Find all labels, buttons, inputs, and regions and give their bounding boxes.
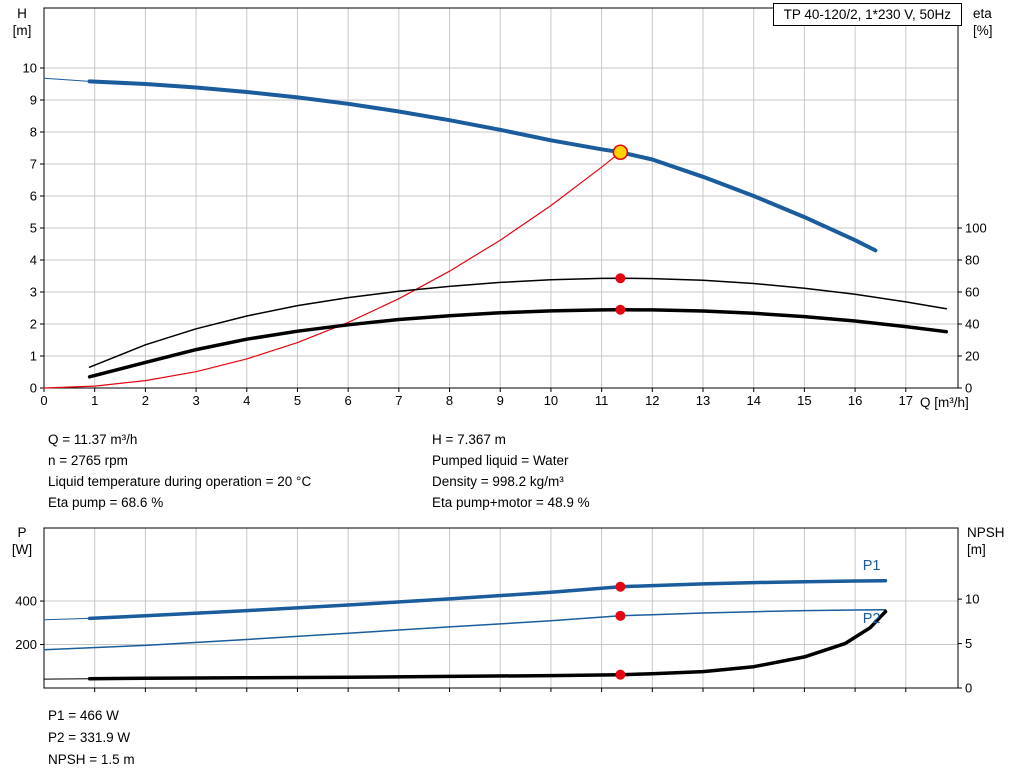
npsh-axis-label: NPSH [m]	[967, 525, 1005, 557]
eta-pump-motor-operating-dot	[615, 304, 626, 315]
operating-point-info-right: H = 7.367 m Pumped liquid = Water Densit…	[432, 429, 590, 513]
pump-model-title: TP 40-120/2, 1*230 V, 50Hz	[772, 3, 962, 26]
tick-label: 5	[965, 636, 972, 651]
tick-label: 200	[15, 637, 37, 652]
tick-label: 9	[497, 393, 504, 408]
tick-label: 0	[965, 681, 972, 696]
hq-curve	[87, 79, 878, 253]
tick-label: 1	[30, 349, 37, 364]
tick-label: 10	[544, 393, 558, 408]
p1-operating-dot	[615, 581, 626, 592]
tick-label: 7	[30, 157, 37, 172]
tick-label: 6	[30, 189, 37, 204]
tick-label: 11	[595, 393, 609, 408]
tick-label: 14	[746, 393, 760, 408]
tick-label: 0	[965, 381, 972, 396]
tick-label: 4	[243, 393, 250, 408]
tick-label: 3	[30, 285, 37, 300]
info-line-eta-pump: Eta pump = 68.6 %	[48, 495, 164, 510]
info-line-p2: P2 = 331.9 W	[48, 730, 131, 745]
duty-point-marker	[612, 144, 629, 161]
operating-point-info-left: Q = 11.37 m³/h n = 2765 rpm Liquid tempe…	[48, 429, 311, 513]
info-line-temp: Liquid temperature during operation = 20…	[48, 474, 312, 489]
info-line-eta-pump-motor: Eta pump+motor = 48.9 %	[432, 495, 590, 510]
tick-label: 400	[15, 594, 37, 609]
tick-label: 80	[965, 253, 979, 268]
info-line-h: H = 7.367 m	[432, 432, 506, 447]
tick-label: 4	[30, 253, 37, 268]
system-curve	[43, 151, 622, 389]
info-line-q: Q = 11.37 m³/h	[48, 432, 138, 447]
eta-axis-label: eta [%]	[973, 6, 993, 38]
tick-label: 2	[142, 393, 149, 408]
p1-lead	[43, 617, 91, 621]
tick-label: 100	[965, 221, 987, 236]
curve-label-p2: P2	[863, 611, 881, 627]
npsh-operating-dot	[615, 669, 626, 680]
eta-pump-motor-curve	[87, 308, 949, 379]
p1-curve	[87, 579, 888, 621]
p2-operating-dot	[615, 610, 626, 621]
eta-pump-operating-dot	[615, 273, 626, 284]
tick-label: 12	[645, 393, 659, 408]
tick-label: 0	[30, 381, 37, 396]
p-axis-label: P [W]	[11, 525, 33, 557]
tick-label: 10	[23, 61, 37, 76]
plot-border	[43, 7, 959, 389]
info-line-npsh: NPSH = 1.5 m	[48, 752, 135, 767]
info-line-liquid: Pumped liquid = Water	[432, 453, 569, 468]
tick-label: 8	[30, 125, 37, 140]
tick-label: 8	[446, 393, 453, 408]
tick-label: 17	[899, 393, 913, 408]
tick-label: 15	[797, 393, 811, 408]
q-axis-label: Q [m³/h]	[920, 395, 969, 410]
tick-label: 20	[965, 349, 979, 364]
tick-label: 6	[345, 393, 352, 408]
tick-label: 60	[965, 285, 979, 300]
tick-label: 9	[30, 93, 37, 108]
tick-label: 7	[395, 393, 402, 408]
info-line-density: Density = 998.2 kg/m³	[432, 474, 564, 489]
tick-label: 2	[30, 317, 37, 332]
npsh-curve	[87, 609, 888, 681]
h-axis-label: H [m]	[12, 6, 32, 38]
tick-label: 10	[965, 592, 979, 607]
tick-label: 1	[91, 393, 98, 408]
tick-label: 13	[696, 393, 710, 408]
curve-label-p1: P1	[863, 558, 881, 574]
info-line-p1: P1 = 466 W	[48, 708, 119, 723]
power-npsh-info: P1 = 466 W P2 = 331.9 W NPSH = 1.5 m	[48, 705, 135, 771]
tick-label: 16	[848, 393, 862, 408]
tick-label: 5	[294, 393, 301, 408]
plot-border	[43, 527, 959, 689]
tick-label: 40	[965, 317, 979, 332]
tick-label: 5	[30, 221, 37, 236]
tick-label: 3	[192, 393, 199, 408]
info-line-n: n = 2765 rpm	[48, 453, 128, 468]
tick-label: 0	[40, 393, 47, 408]
eta-pump-curve	[88, 277, 948, 368]
hq-extrapolation	[43, 77, 91, 82]
